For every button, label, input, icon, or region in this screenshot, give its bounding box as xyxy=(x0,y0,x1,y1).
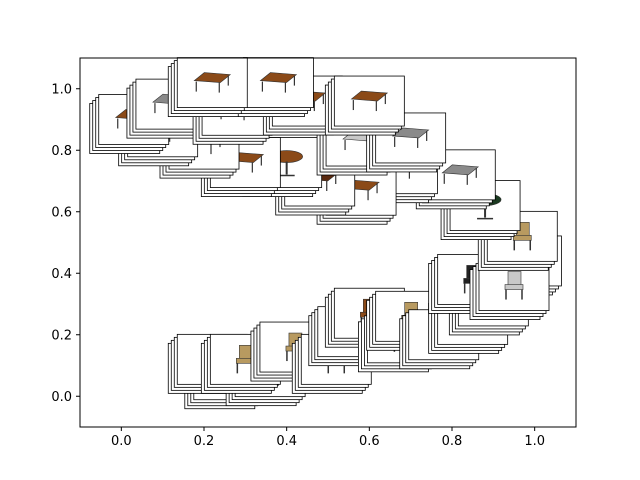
x-tick-label: 0.2 xyxy=(194,434,215,449)
gray-table-icon xyxy=(391,127,430,148)
gray-table-icon xyxy=(441,164,480,185)
thumbnail-mark xyxy=(469,260,550,320)
table-icon xyxy=(193,72,232,93)
thumbnail-frame xyxy=(176,57,248,108)
thumbnail-marks xyxy=(89,57,562,410)
table-icon xyxy=(259,72,298,93)
axes-frame xyxy=(79,57,577,428)
x-axis: 0.0 0.2 0.4 0.6 0.8 1.0 xyxy=(111,427,545,449)
wood-table-icon xyxy=(350,90,389,112)
silver-chair-icon xyxy=(504,271,524,300)
thumbnail-frame xyxy=(242,57,314,108)
y-tick-label: 0.8 xyxy=(51,144,72,159)
thumbnail-frame xyxy=(333,75,405,127)
y-axis: 0.0 0.2 0.4 0.6 0.8 1.0 xyxy=(51,82,80,405)
x-tick-label: 0.0 xyxy=(111,434,132,449)
y-tick-label: 1.0 xyxy=(51,82,72,97)
x-tick-label: 0.4 xyxy=(276,434,297,449)
thumbnail-mark xyxy=(324,75,405,136)
thumbnail-mark xyxy=(167,57,248,117)
x-tick-label: 0.6 xyxy=(359,434,380,449)
x-tick-label: 1.0 xyxy=(524,434,545,449)
y-tick-label: 0.2 xyxy=(51,328,72,343)
y-tick-label: 0.6 xyxy=(51,205,72,220)
y-tick-label: 0.0 xyxy=(51,390,72,405)
x-tick-label: 0.8 xyxy=(442,434,463,449)
y-tick-label: 0.4 xyxy=(51,267,72,282)
